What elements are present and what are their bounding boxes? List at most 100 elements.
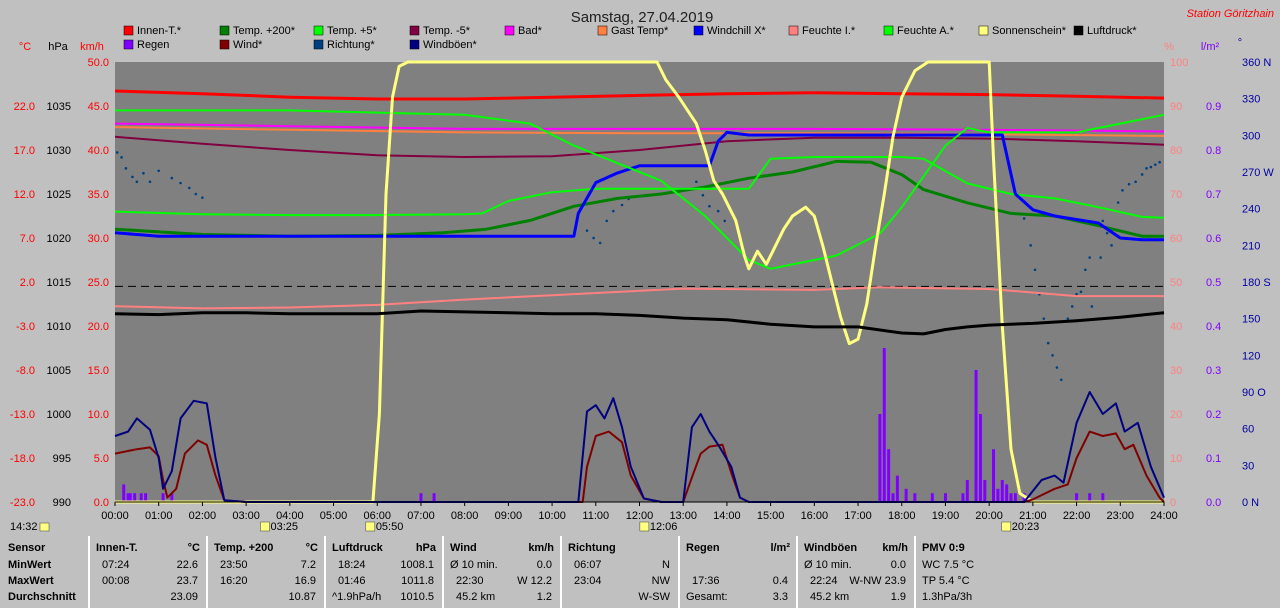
legend: Innen-T.* Temp. +200* Temp. +5* Temp. -5* Ba… — [123, 25, 1137, 51]
rain-bar — [1009, 493, 1013, 502]
rain-tick-label: 0.1 — [1206, 453, 1221, 465]
rain-bar — [996, 488, 1000, 502]
rain-bar — [943, 493, 947, 502]
stats-regen-max-value: 0.4 — [772, 575, 788, 587]
legend-label-richtung: Richtung* — [327, 39, 375, 51]
stats-wind-distance: 45.2 km — [456, 591, 496, 603]
stats-regen-total-value: 3.3 — [772, 591, 788, 603]
rain-tick-label: 0.2 — [1206, 409, 1221, 421]
wind-tick-label: 25.0 — [88, 277, 109, 289]
legend-label-temp-5: Temp. -5* — [423, 25, 471, 37]
direction-dot — [695, 180, 698, 184]
rain-tick-label: 0.0 — [1206, 497, 1221, 509]
wind-tick-label: 30.0 — [88, 233, 109, 245]
stats-wind-avg10-label: Ø 10 min. — [450, 559, 498, 571]
x-tick-label: 00:00 — [101, 510, 129, 522]
direction-dot — [1158, 160, 1161, 164]
direction-dot — [1066, 317, 1070, 320]
legend-swatch-windchill-x — [693, 25, 704, 36]
percent-tick-label: 40 — [1170, 321, 1182, 333]
direction-tick-label: 150 — [1242, 314, 1260, 326]
legend-label-innen-t: Innen-T.* — [137, 25, 182, 37]
stats-druck-min-value: 1008.1 — [400, 559, 434, 571]
x-tick-label: 21:00 — [1019, 510, 1047, 522]
stats-richtung-min-time: 06:07 — [574, 559, 602, 571]
rain-bar — [170, 493, 174, 502]
rain-bars — [122, 348, 1105, 502]
rain-bar — [1088, 493, 1092, 502]
stats-wind-avg10-value: 0.0 — [536, 559, 552, 571]
direction-tick-label: 0 N — [1242, 497, 1259, 509]
direction-dot — [1140, 173, 1144, 176]
stats-richtung-max-time: 23:04 — [574, 575, 602, 587]
temp-tick-label: -18.0 — [10, 453, 35, 465]
direction-dot — [194, 192, 198, 196]
rain-bar — [895, 475, 899, 502]
rain-bar — [1005, 484, 1009, 502]
direction-tick-label: 90 O — [1242, 387, 1266, 399]
rain-bar — [126, 493, 130, 502]
rain-bar — [133, 493, 137, 502]
stats-innen-unit: °C — [187, 542, 200, 554]
legend-swatch-sonnenschein — [978, 25, 989, 36]
legend-label-regen: Regen — [137, 39, 169, 51]
legend-label-windb-en: Windböen* — [423, 39, 478, 51]
percent-tick-label: 100 — [1170, 57, 1188, 69]
legend-swatch-feuchte-i — [788, 25, 799, 36]
rain-tick-label: 0.5 — [1206, 277, 1221, 289]
x-tick-label: 02:00 — [189, 510, 217, 522]
stats-temp-unit: °C — [305, 542, 318, 554]
stats-temp-col: Temp. +200 °C 23:50 7.2 16:20 16.9 10.87 — [206, 536, 324, 608]
stats-boeen-distance: 45.2 km — [810, 591, 850, 603]
noon-icon — [639, 521, 650, 532]
percent-tick-label: 60 — [1170, 233, 1182, 245]
rain-tick-label: 0.7 — [1206, 189, 1221, 201]
direction-dot — [124, 167, 128, 170]
series-line-feuchte-i — [114, 286, 1164, 310]
stats-innen-max-time: 00:08 — [102, 575, 130, 587]
legend-label-feuchte-a: Feuchte A.* — [897, 25, 955, 37]
stats-innen-col: Innen-T. °C 07:24 22.6 00:08 23.7 23.09 — [88, 536, 206, 608]
pressure-tick-label: 1005 — [47, 365, 71, 377]
wind-tick-label: 20.0 — [88, 321, 109, 333]
stats-richtung-avg-value: W-SW — [638, 591, 670, 603]
direction-tick-label: 360 N — [1242, 57, 1271, 69]
stats-pmv-windchill: WC 7.5 °C — [922, 559, 975, 571]
stats-innen-avg-value: 23.09 — [170, 591, 198, 603]
stats-wind-avg-value: 1.2 — [536, 591, 552, 603]
direction-tick-label: 300 — [1242, 130, 1260, 142]
x-tick-label: 22:00 — [1063, 510, 1091, 522]
time-marker-label: 20:23 — [1012, 521, 1040, 533]
legend-label-wind: Wind* — [233, 39, 263, 51]
stats-richtung-max-value: NW — [651, 575, 670, 587]
stats-temp-max-time: 16:20 — [220, 575, 248, 587]
axis-unit-labels: °C hPa km/h% l/m² ° — [19, 37, 1242, 53]
legend-swatch-feuchte-a — [883, 25, 894, 36]
wind-tick-label: 45.0 — [88, 101, 109, 113]
temp-tick-label: -13.0 — [10, 409, 35, 421]
x-tick-label: 17:00 — [844, 510, 872, 522]
legend-label-bad: Bad* — [518, 25, 543, 37]
rain-bar — [930, 493, 934, 502]
direction-dot — [170, 176, 174, 180]
series-line-temp-5 — [114, 156, 1165, 219]
direction-dot — [701, 193, 705, 197]
direction-dot — [148, 180, 152, 184]
stats-druck-max-time: 01:46 — [338, 575, 366, 587]
stats-min-label: MinWert — [8, 559, 52, 571]
stats-avg-label: Durchschnitt — [8, 591, 76, 603]
direction-tick-label: 30 — [1242, 460, 1254, 472]
stats-druck-max-value: 1011.8 — [401, 575, 434, 587]
series-line-windb-en — [114, 391, 1165, 503]
rain-bar — [965, 480, 969, 502]
temp-tick-label: 2.0 — [20, 277, 35, 289]
stats-temp-min-value: 7.2 — [300, 559, 316, 571]
direction-tick-label: 180 S — [1242, 277, 1271, 289]
direction-dot — [585, 229, 589, 232]
legend-swatch-wind — [219, 39, 230, 50]
legend-swatch-gast-temp — [597, 25, 608, 36]
stats-temp-min-time: 23:50 — [220, 559, 248, 571]
direction-dot — [1084, 268, 1087, 272]
corner-time: 14:32 — [10, 521, 38, 533]
direction-dot — [1046, 341, 1050, 345]
